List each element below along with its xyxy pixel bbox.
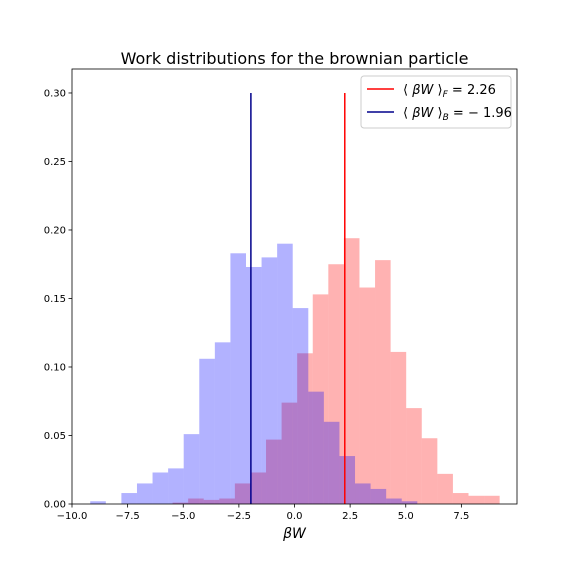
histogram-bar	[312, 294, 329, 504]
histogram-bar	[172, 502, 189, 504]
histogram-bar	[281, 402, 298, 504]
histogram-bar	[250, 472, 267, 504]
histogram-bar	[308, 391, 324, 504]
x-tick-label: 5.0	[398, 511, 414, 522]
legend: ⟨ βW ⟩F = 2.26 ⟨ βW ⟩B = − 1.96	[360, 75, 512, 129]
chart-title: Work distributions for the brownian part…	[121, 49, 469, 68]
histogram-bar	[199, 358, 215, 504]
histogram-bar	[219, 498, 235, 504]
y-axis-ticks: 0.00 0.05 0.10 0.15 0.20 0.25 0.30	[44, 88, 72, 511]
histogram-bar	[484, 495, 500, 504]
histogram-bar	[406, 408, 422, 504]
histogram-bar	[136, 483, 153, 504]
histogram-bar	[230, 253, 246, 504]
histogram-bar	[266, 439, 282, 504]
y-tick-label: 0.10	[44, 362, 66, 373]
histogram-bar	[121, 493, 137, 504]
histogram-bar	[245, 266, 262, 504]
histogram-bar	[343, 238, 360, 505]
x-axis-label: βW	[282, 526, 307, 542]
histogram-bar	[468, 495, 485, 504]
histogram-bar	[421, 438, 438, 504]
x-tick-label: 2.5	[342, 511, 358, 522]
histogram-bar	[203, 499, 220, 504]
y-tick-label: 0.15	[44, 294, 66, 305]
histogram-bar	[261, 257, 278, 504]
histogram-bar	[375, 260, 391, 504]
histogram-bar	[452, 493, 469, 504]
histogram-bar	[214, 342, 231, 504]
histogram-bar	[328, 264, 344, 504]
x-tick-label: −7.5	[115, 511, 139, 522]
y-tick-label: 0.25	[44, 157, 66, 168]
histogram-bar	[292, 308, 309, 504]
x-tick-label: 0.0	[287, 511, 303, 522]
histogram-bar	[323, 421, 340, 504]
x-tick-label: −2.5	[227, 511, 251, 522]
histogram-bar	[390, 351, 407, 504]
x-axis-ticks: −10.0 −7.5 −5.0 −2.5 0.0 2.5 5.0 7.5	[57, 504, 469, 522]
histogram-bar	[188, 498, 204, 504]
y-tick-label: 0.20	[44, 225, 66, 236]
legend-box	[360, 75, 512, 129]
y-tick-label: 0.05	[44, 431, 66, 442]
histogram-bar	[386, 498, 402, 504]
histogram-bar	[339, 456, 356, 504]
y-tick-label: 0.00	[44, 500, 66, 511]
legend-label-backward: ⟨ βW ⟩B = − 1.96	[403, 106, 512, 123]
histogram-bars	[90, 238, 500, 505]
legend-label-forward: ⟨ βW ⟩F = 2.26	[403, 83, 496, 100]
histogram-bar	[370, 488, 387, 504]
histogram-bar	[297, 353, 313, 504]
x-tick-label: −10.0	[57, 511, 88, 522]
x-tick-label: −5.0	[171, 511, 195, 522]
histogram-bar	[234, 483, 251, 504]
histogram-bar	[437, 473, 453, 504]
mean-lines	[250, 92, 346, 504]
histogram-bar	[183, 434, 200, 504]
histogram-bar	[90, 501, 106, 504]
y-tick-label: 0.30	[44, 88, 66, 99]
histogram-bar	[401, 501, 418, 504]
histogram-bar	[152, 472, 169, 504]
histogram-bar	[355, 483, 371, 504]
histogram-bar	[168, 468, 184, 504]
x-tick-label: 7.5	[453, 511, 469, 522]
histogram-bar	[359, 287, 376, 504]
histogram-bar	[277, 243, 293, 504]
